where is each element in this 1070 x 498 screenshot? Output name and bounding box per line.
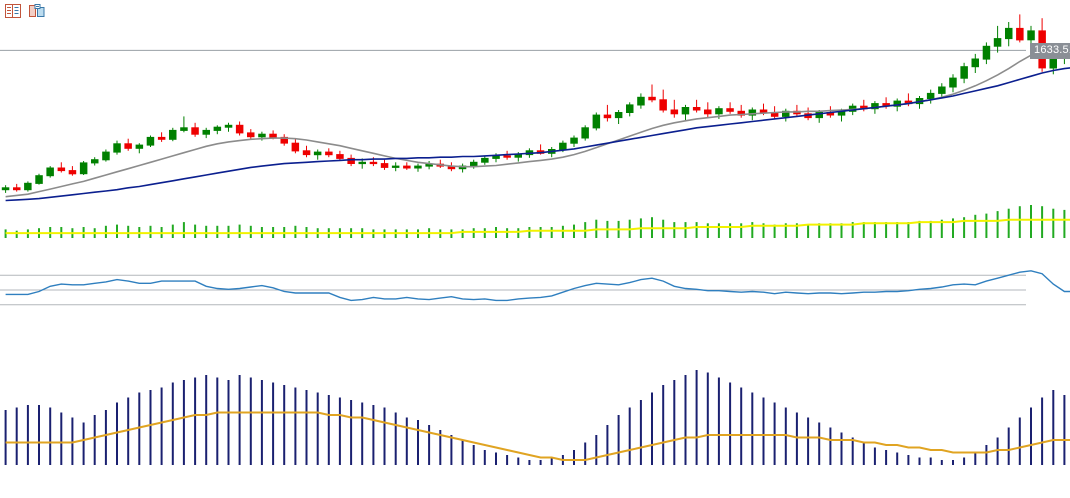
list-view-icon[interactable] xyxy=(4,3,22,19)
oscillator-svg xyxy=(0,270,1070,306)
macd-svg xyxy=(4,370,1070,465)
last-price-tag: 1633.51 xyxy=(1030,43,1070,59)
price-chart-panel[interactable]: 1633.51 xyxy=(0,0,1070,245)
chart-layout-icon[interactable] xyxy=(28,3,46,19)
macd-panel[interactable] xyxy=(0,340,1070,498)
oscillator-panel[interactable] xyxy=(0,245,1070,335)
toolbar xyxy=(0,0,1070,22)
price-chart-svg xyxy=(0,14,1070,238)
